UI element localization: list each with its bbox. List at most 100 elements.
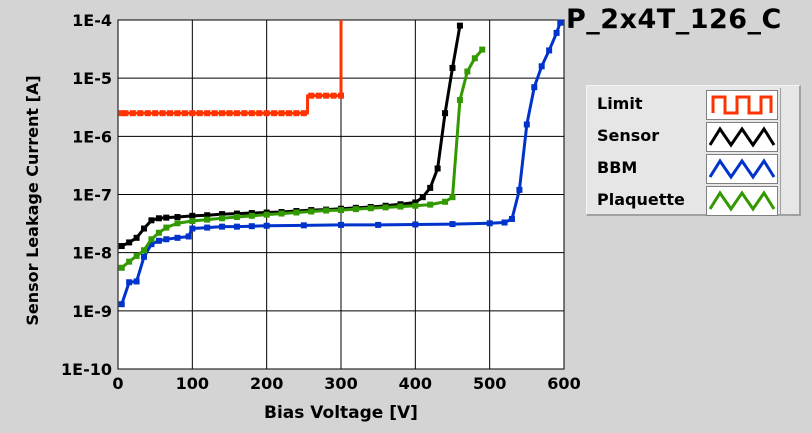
legend: Limit Sensor BBM Plaquette [586, 85, 801, 216]
data-point-sensor [148, 217, 155, 224]
data-point-bbm [118, 301, 125, 308]
data-point-limit [271, 110, 278, 117]
data-point-limit [196, 110, 203, 117]
data-point-plaquette [397, 203, 404, 210]
legend-separator [780, 152, 781, 184]
data-point-sensor [155, 215, 162, 222]
legend-label-plaquette: Plaquette [597, 190, 685, 209]
data-point-limit [308, 92, 315, 99]
legend-item-bbm: BBM [587, 152, 799, 184]
data-point-bbm [141, 253, 148, 260]
legend-label-sensor: Sensor [597, 126, 660, 145]
x-axis-label: Bias Voltage [V] [264, 403, 418, 423]
data-point-bbm [148, 241, 155, 248]
data-point-sensor [163, 214, 170, 221]
data-point-limit [122, 110, 129, 117]
data-point-bbm [185, 233, 192, 240]
data-point-plaquette [471, 55, 478, 62]
data-point-limit [152, 110, 159, 117]
data-point-limit [144, 110, 151, 117]
data-point-plaquette [204, 216, 211, 223]
data-point-bbm [486, 220, 493, 227]
data-point-plaquette [449, 194, 456, 201]
data-point-limit [263, 110, 270, 117]
y-tick-label: 1E-7 [72, 186, 112, 205]
data-point-sensor [133, 234, 140, 241]
data-point-bbm [501, 219, 508, 226]
data-point-plaquette [118, 264, 125, 271]
data-point-sensor [141, 225, 148, 232]
data-point-plaquette [233, 214, 240, 221]
data-point-sensor [442, 110, 449, 117]
data-point-bbm [219, 223, 226, 230]
data-point-bbm [516, 186, 523, 193]
data-point-plaquette [263, 211, 270, 218]
data-point-limit [256, 110, 263, 117]
data-point-limit [315, 92, 322, 99]
legend-label-limit: Limit [597, 94, 643, 113]
data-point-limit [233, 110, 240, 117]
data-point-sensor [174, 214, 181, 221]
data-point-plaquette [141, 247, 148, 254]
legend-label-bbm: BBM [597, 158, 638, 177]
data-point-sensor [456, 22, 463, 29]
data-point-limit [330, 92, 337, 99]
x-tick-label: 500 [473, 374, 506, 393]
y-tick-label: 1E-10 [61, 360, 112, 379]
data-point-sensor [204, 212, 211, 219]
data-point-bbm [546, 47, 553, 54]
data-point-sensor [126, 239, 133, 246]
y-tick-label: 1E-8 [72, 244, 112, 263]
data-point-plaquette [174, 220, 181, 227]
data-point-limit [181, 110, 188, 117]
y-tick-label: 1E-6 [72, 127, 112, 146]
data-point-limit [211, 110, 218, 117]
data-point-bbm [531, 84, 538, 91]
data-point-plaquette [126, 258, 133, 265]
y-axis-label: Sensor Leakage Current [A] [23, 75, 42, 325]
chart-title: P_2x4T_126_C [566, 4, 782, 35]
data-point-bbm [375, 221, 382, 228]
data-point-plaquette [456, 97, 463, 104]
data-point-bbm [508, 215, 515, 222]
legend-separator [780, 88, 781, 120]
data-point-plaquette [382, 204, 389, 211]
data-point-plaquette [367, 205, 374, 212]
data-point-bbm [338, 221, 344, 228]
data-point-sensor [419, 194, 426, 201]
data-point-limit [167, 110, 174, 117]
data-point-plaquette [219, 215, 226, 222]
data-point-plaquette [189, 218, 196, 225]
data-point-limit [338, 92, 344, 99]
data-point-bbm [449, 221, 456, 228]
data-point-limit [174, 110, 181, 117]
data-point-plaquette [293, 209, 300, 216]
legend-swatch-bbm [706, 154, 778, 184]
legend-swatch-limit [706, 90, 778, 120]
y-tick-label: 1E-4 [72, 11, 112, 30]
data-point-limit [241, 110, 248, 117]
legend-swatch-plaquette [706, 186, 778, 216]
data-point-plaquette [412, 202, 419, 209]
data-point-bbm [174, 234, 181, 241]
data-point-plaquette [155, 229, 162, 236]
data-point-bbm [248, 223, 255, 230]
data-point-sensor [412, 199, 419, 206]
data-point-limit [248, 110, 255, 117]
legend-swatch-sensor [706, 122, 778, 152]
data-point-bbm [163, 236, 170, 243]
data-point-bbm [155, 237, 162, 244]
data-point-plaquette [323, 207, 330, 214]
y-tick-label: 1E-9 [72, 302, 112, 321]
data-point-plaquette [442, 198, 449, 205]
x-tick-label: 200 [250, 374, 283, 393]
data-point-bbm [538, 63, 545, 70]
x-tick-label: 0 [112, 374, 123, 393]
data-point-limit [285, 110, 292, 117]
data-point-bbm [263, 222, 270, 229]
data-point-plaquette [338, 207, 344, 214]
data-point-bbm [412, 221, 419, 228]
data-point-limit [226, 110, 233, 117]
data-point-sensor [427, 184, 434, 191]
